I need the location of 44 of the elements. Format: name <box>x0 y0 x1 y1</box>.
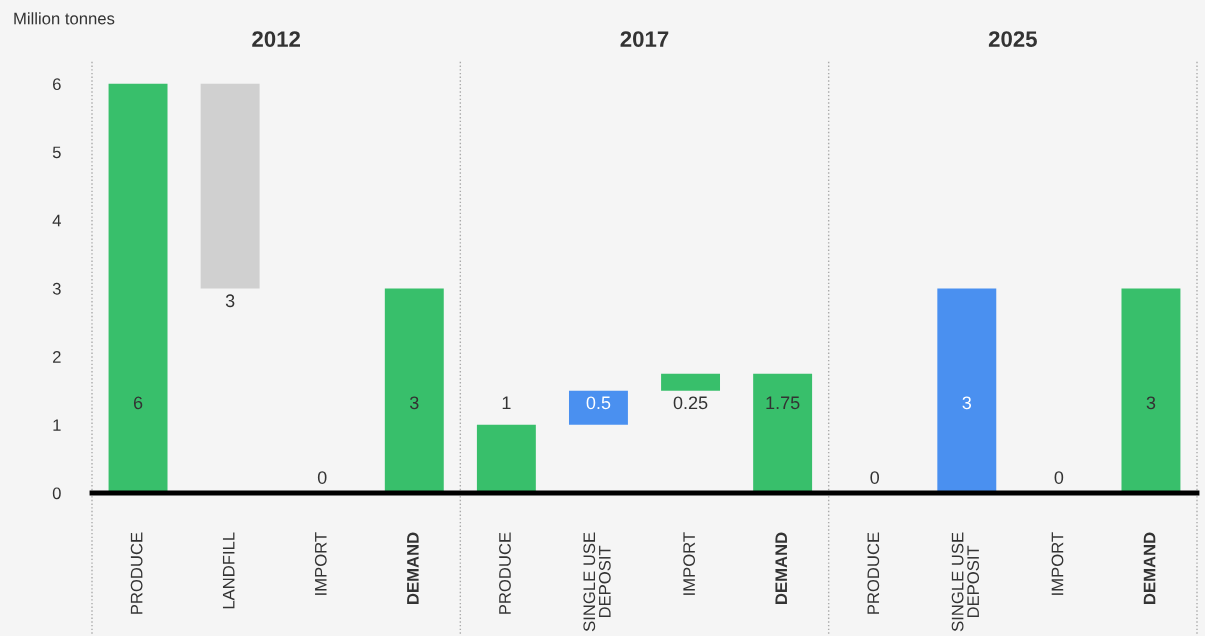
data-label: 0 <box>870 471 880 484</box>
text: 2017 <box>620 31 669 47</box>
bar <box>384 288 444 493</box>
x-tick-label: DEMAND <box>407 532 419 604</box>
bar <box>1121 288 1181 493</box>
x-tick-label: PRODUCE <box>130 532 143 614</box>
y-tick-label: 1 <box>53 419 61 431</box>
bar <box>476 424 536 493</box>
y-tick-label: 6 <box>53 78 61 91</box>
bar <box>661 373 721 391</box>
data-label: 3 <box>225 294 235 308</box>
data-label: 6 <box>133 396 143 410</box>
y-tick-label: 5 <box>52 146 61 159</box>
y-axis-title: Million tonnes <box>14 12 115 25</box>
bar <box>108 83 168 493</box>
text: 2012 <box>252 31 300 47</box>
y-tick-label: 3 <box>52 282 61 295</box>
data-label: 3 <box>409 396 419 410</box>
x-tick-label: SINGLE USE DEPOSIT <box>583 532 611 632</box>
y-tick-label: 2 <box>53 351 61 363</box>
x-tick-label: PRODUCE <box>867 532 880 614</box>
data-label: 3 <box>1146 396 1156 410</box>
data-label: 1 <box>502 396 511 410</box>
x-tick-label: DEMAND <box>1143 532 1156 604</box>
x-tick-label: LANDFILL <box>222 532 235 609</box>
x-tick-label: IMPORT <box>683 532 696 595</box>
bar <box>200 83 260 289</box>
x-tick-label: IMPORT <box>1051 532 1064 595</box>
x-tick-label: SINGLE USE DEPOSIT <box>951 532 980 632</box>
data-label: 0 <box>1054 471 1064 484</box>
data-label: 0.5 <box>586 396 611 410</box>
y-tick-label: 4 <box>52 214 61 227</box>
data-label: 0 <box>317 471 327 484</box>
bar <box>753 373 813 493</box>
bar <box>568 390 628 425</box>
data-label: 1.75 <box>766 396 800 410</box>
x-tick-label: DEMAND <box>775 532 787 604</box>
text: 2025 <box>988 31 1037 47</box>
x-tick-label: PRODUCE <box>499 532 511 614</box>
bar <box>937 288 997 493</box>
y-tick-label: 0 <box>52 487 61 500</box>
data-label: 0.25 <box>673 396 708 410</box>
x-tick-label: IMPORT <box>314 532 327 595</box>
data-label: 3 <box>962 396 972 410</box>
